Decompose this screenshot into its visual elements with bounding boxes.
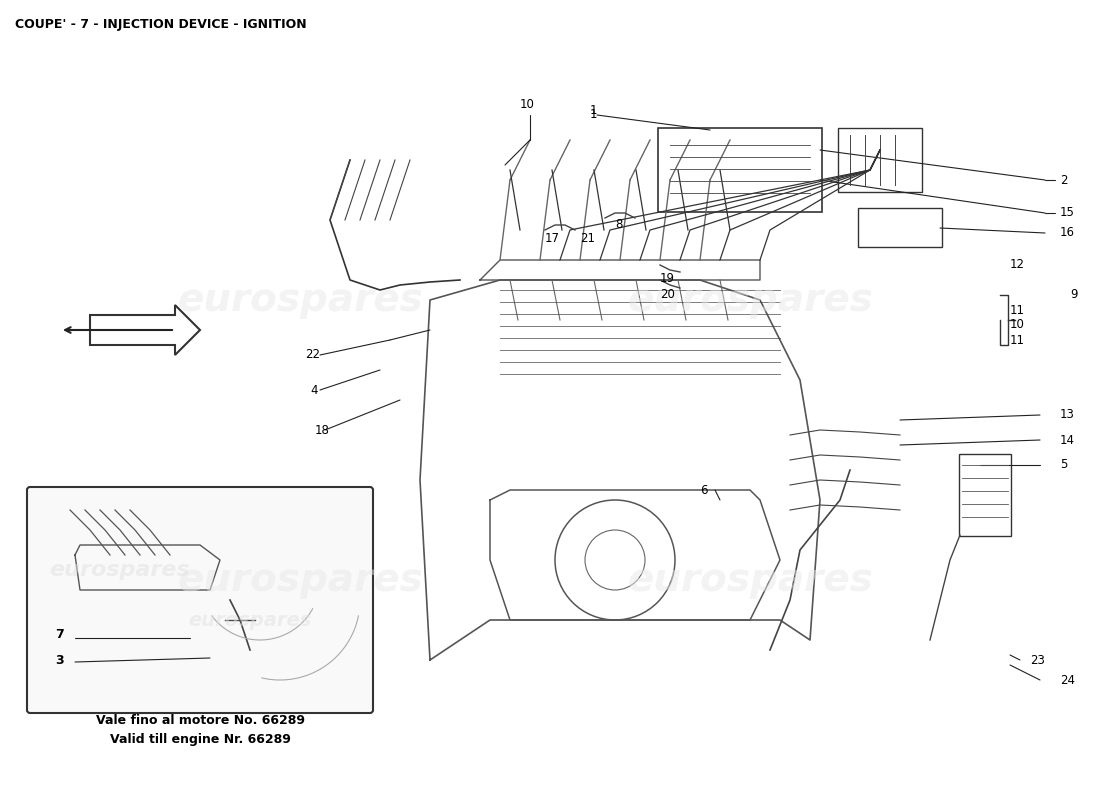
Text: COUPE' - 7 - INJECTION DEVICE - IGNITION: COUPE' - 7 - INJECTION DEVICE - IGNITION [15,18,307,31]
Text: 1: 1 [590,103,597,117]
Text: 8: 8 [615,218,623,231]
Text: 17: 17 [544,231,560,245]
Text: eurospares: eurospares [188,610,311,630]
Text: 5: 5 [1060,458,1067,471]
Polygon shape [90,305,200,355]
Text: 11: 11 [1010,303,1025,317]
Text: 6: 6 [700,483,707,497]
Text: 13: 13 [1060,409,1075,422]
Text: 21: 21 [580,231,595,245]
Text: 23: 23 [1030,654,1045,666]
Text: eurospares: eurospares [50,560,190,580]
Text: 16: 16 [1060,226,1075,239]
FancyBboxPatch shape [28,487,373,713]
Text: 9: 9 [1070,289,1078,302]
Text: Vale fino al motore No. 66289: Vale fino al motore No. 66289 [96,714,305,726]
Text: 19: 19 [660,271,675,285]
Text: 12: 12 [1010,258,1025,271]
Text: 14: 14 [1060,434,1075,446]
Text: eurospares: eurospares [627,561,873,599]
Text: eurospares: eurospares [177,281,422,319]
Text: 22: 22 [305,349,320,362]
Text: 18: 18 [315,423,330,437]
Text: eurospares: eurospares [177,561,422,599]
Text: Valid till engine Nr. 66289: Valid till engine Nr. 66289 [110,734,290,746]
Text: 7: 7 [55,629,64,642]
Text: 15: 15 [1060,206,1075,219]
Text: 20: 20 [660,289,675,302]
Text: 1: 1 [590,109,597,122]
Text: 2: 2 [1060,174,1067,186]
Text: 10: 10 [520,98,535,111]
Text: 11: 11 [1010,334,1025,346]
Text: 24: 24 [1060,674,1075,686]
Text: eurospares: eurospares [627,281,873,319]
Text: 3: 3 [55,654,64,666]
Text: 4: 4 [310,383,318,397]
Text: 10: 10 [1010,318,1025,331]
